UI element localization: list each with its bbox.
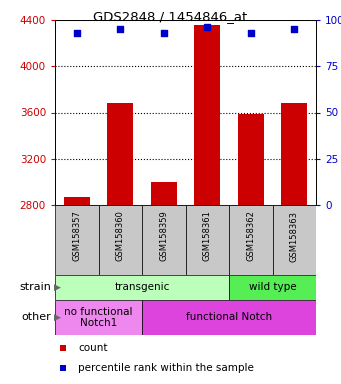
Point (205, 24, 210, 30)
Bar (272, 205, 316, 275)
Bar (229, 275, 316, 300)
Text: ▶: ▶ (54, 283, 61, 292)
Point (60, 344, 65, 351)
Point (248, 30, 253, 36)
Text: GSM158363: GSM158363 (290, 210, 299, 262)
Bar (151, 182, 177, 205)
Text: wild type: wild type (249, 283, 296, 293)
Text: transgenic: transgenic (114, 283, 170, 293)
Bar (99, 205, 142, 275)
Text: ▶: ▶ (54, 313, 61, 322)
Text: other: other (22, 313, 51, 323)
Bar (142, 300, 316, 335)
Point (60, 364, 65, 371)
Point (161, 30, 166, 36)
Text: strain: strain (20, 283, 51, 293)
Text: GSM158359: GSM158359 (159, 210, 168, 262)
Bar (55, 300, 142, 335)
Text: GSM158357: GSM158357 (72, 210, 81, 262)
Text: functional Notch: functional Notch (186, 313, 272, 323)
Text: GSM158360: GSM158360 (116, 210, 125, 262)
Bar (107, 103, 133, 205)
Point (74, 30, 79, 36)
Bar (186, 205, 229, 275)
Point (118, 26, 123, 32)
Bar (55, 205, 99, 275)
Point (292, 26, 297, 32)
Text: percentile rank within the sample: percentile rank within the sample (78, 362, 254, 372)
Text: count: count (78, 343, 108, 353)
Bar (281, 103, 307, 205)
Text: no functional
Notch1: no functional Notch1 (64, 307, 133, 328)
Bar (238, 114, 264, 205)
Text: GSM158361: GSM158361 (203, 210, 212, 262)
Text: GSM158362: GSM158362 (246, 210, 255, 262)
Text: GDS2848 / 1454846_at: GDS2848 / 1454846_at (93, 10, 248, 23)
Bar (229, 205, 272, 275)
Bar (55, 275, 229, 300)
Bar (142, 205, 186, 275)
Bar (64, 197, 90, 205)
Bar (194, 25, 220, 205)
